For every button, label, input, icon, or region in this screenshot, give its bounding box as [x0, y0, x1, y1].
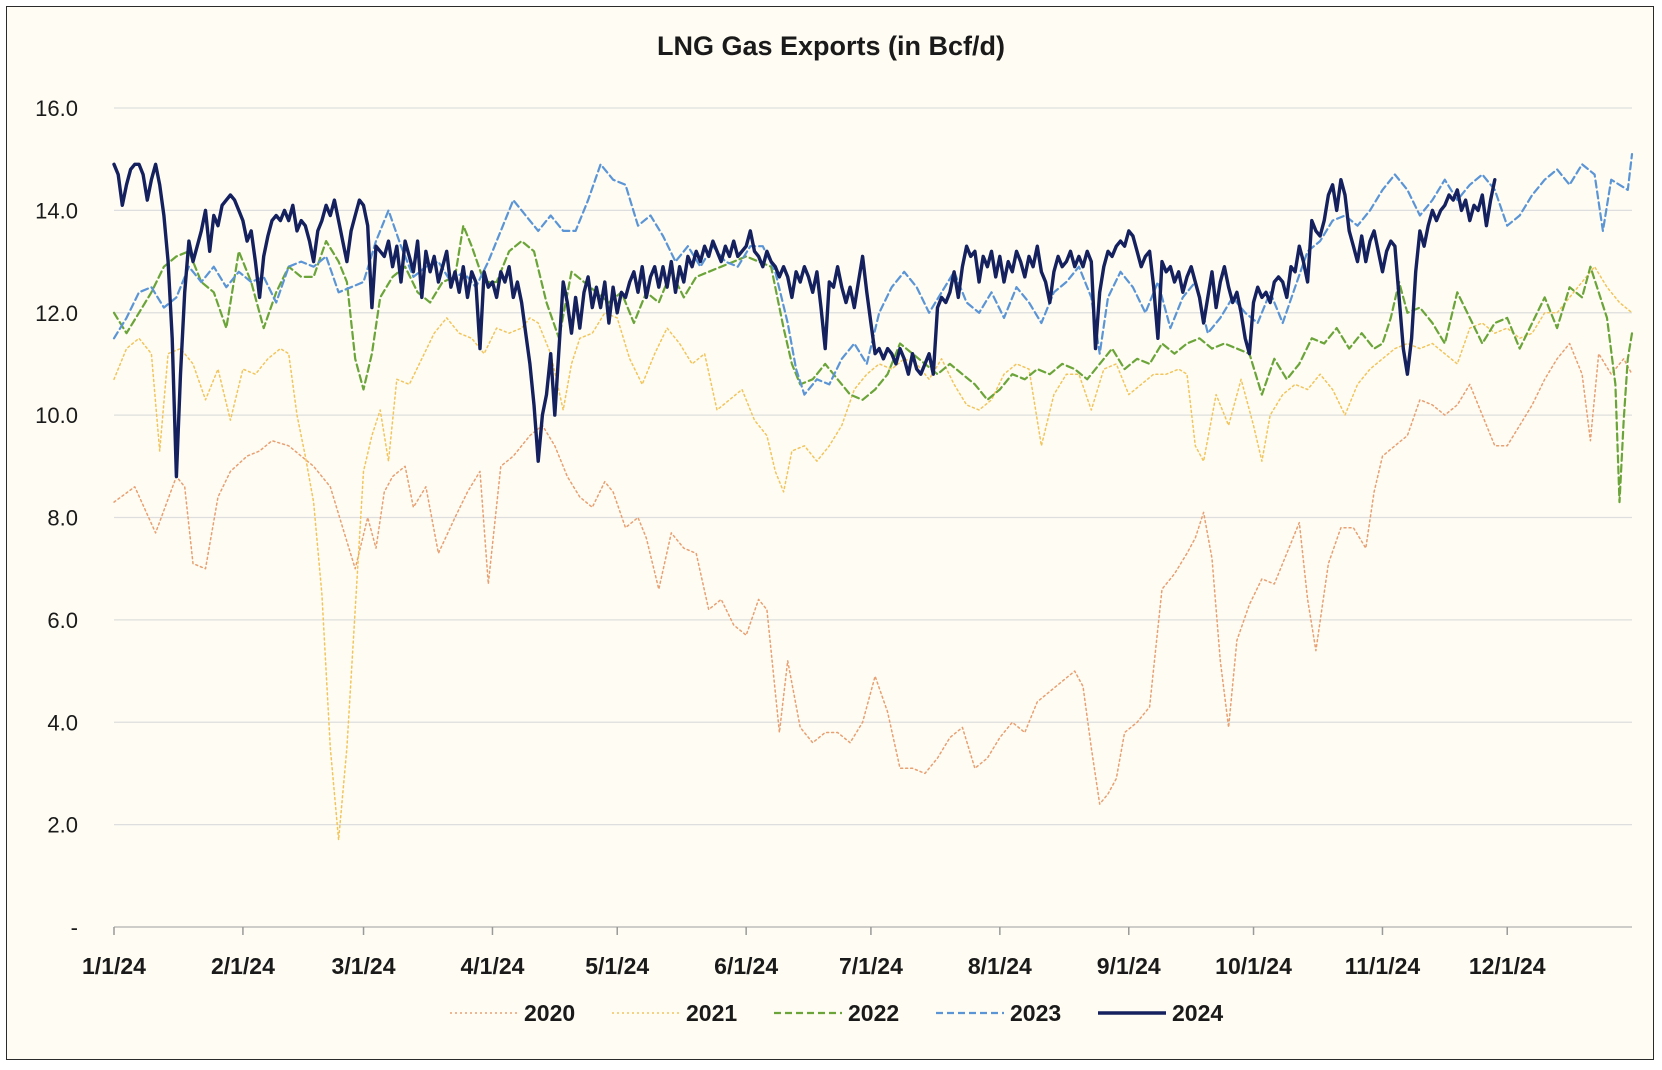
legend-label-2020: 2020 — [524, 1000, 575, 1026]
legend-label-2021: 2021 — [686, 1000, 737, 1026]
x-axis-ticks: 1/1/24 2/1/24 3/1/24 4/1/24 5/1/24 6/1/24 7/1/… — [82, 953, 1546, 979]
x-tick-label: 11/1/24 — [1345, 953, 1421, 979]
y-tick-label: 14.0 — [35, 198, 78, 223]
x-tick-label: 4/1/24 — [460, 953, 524, 979]
x-tick-label: 6/1/24 — [714, 953, 778, 979]
series-line-2020 — [113, 342, 1633, 805]
x-tick-label: 7/1/24 — [839, 953, 903, 979]
x-tick-label: 12/1/24 — [1469, 953, 1546, 979]
y-tick-label: 10.0 — [35, 403, 78, 428]
y-tick-label: 12.0 — [35, 301, 78, 326]
series-line-2024 — [112, 162, 1497, 479]
x-axis — [113, 926, 1632, 935]
gridlines — [114, 107, 1632, 826]
x-tick-label: 1/1/24 — [82, 953, 146, 979]
series-lines — [112, 153, 1634, 841]
y-axis-ticks: - 2.0 4.0 6.0 8.0 10.0 12.0 14.0 16.0 — [35, 96, 78, 940]
y-tick-label: 16.0 — [35, 96, 78, 121]
x-tick-label: 5/1/24 — [585, 953, 649, 979]
legend-label-2022: 2022 — [848, 1000, 899, 1026]
chart-title: LNG Gas Exports (in Bcf/d) — [657, 31, 1005, 61]
series-line-2021 — [113, 265, 1633, 841]
legend-label-2024: 2024 — [1172, 1000, 1223, 1026]
x-tick-label: 9/1/24 — [1097, 953, 1161, 979]
chart-frame — [6, 6, 1654, 1060]
x-tick-label: 10/1/24 — [1215, 953, 1292, 979]
x-tick-label: 2/1/24 — [211, 953, 275, 979]
y-tick-label: 6.0 — [47, 608, 78, 633]
y-tick-label: 8.0 — [47, 506, 78, 531]
y-tick-label: - — [71, 915, 78, 940]
legend-label-2023: 2023 — [1010, 1000, 1061, 1026]
series-line-2023 — [112, 153, 1634, 396]
legend: 2020 2021 2022 2023 2024 — [450, 1000, 1223, 1026]
y-tick-label: 2.0 — [47, 813, 78, 838]
x-tick-label: 3/1/24 — [332, 953, 396, 979]
x-tick-label: 8/1/24 — [968, 953, 1032, 979]
y-tick-label: 4.0 — [47, 710, 78, 735]
series-line-2022 — [112, 224, 1634, 504]
